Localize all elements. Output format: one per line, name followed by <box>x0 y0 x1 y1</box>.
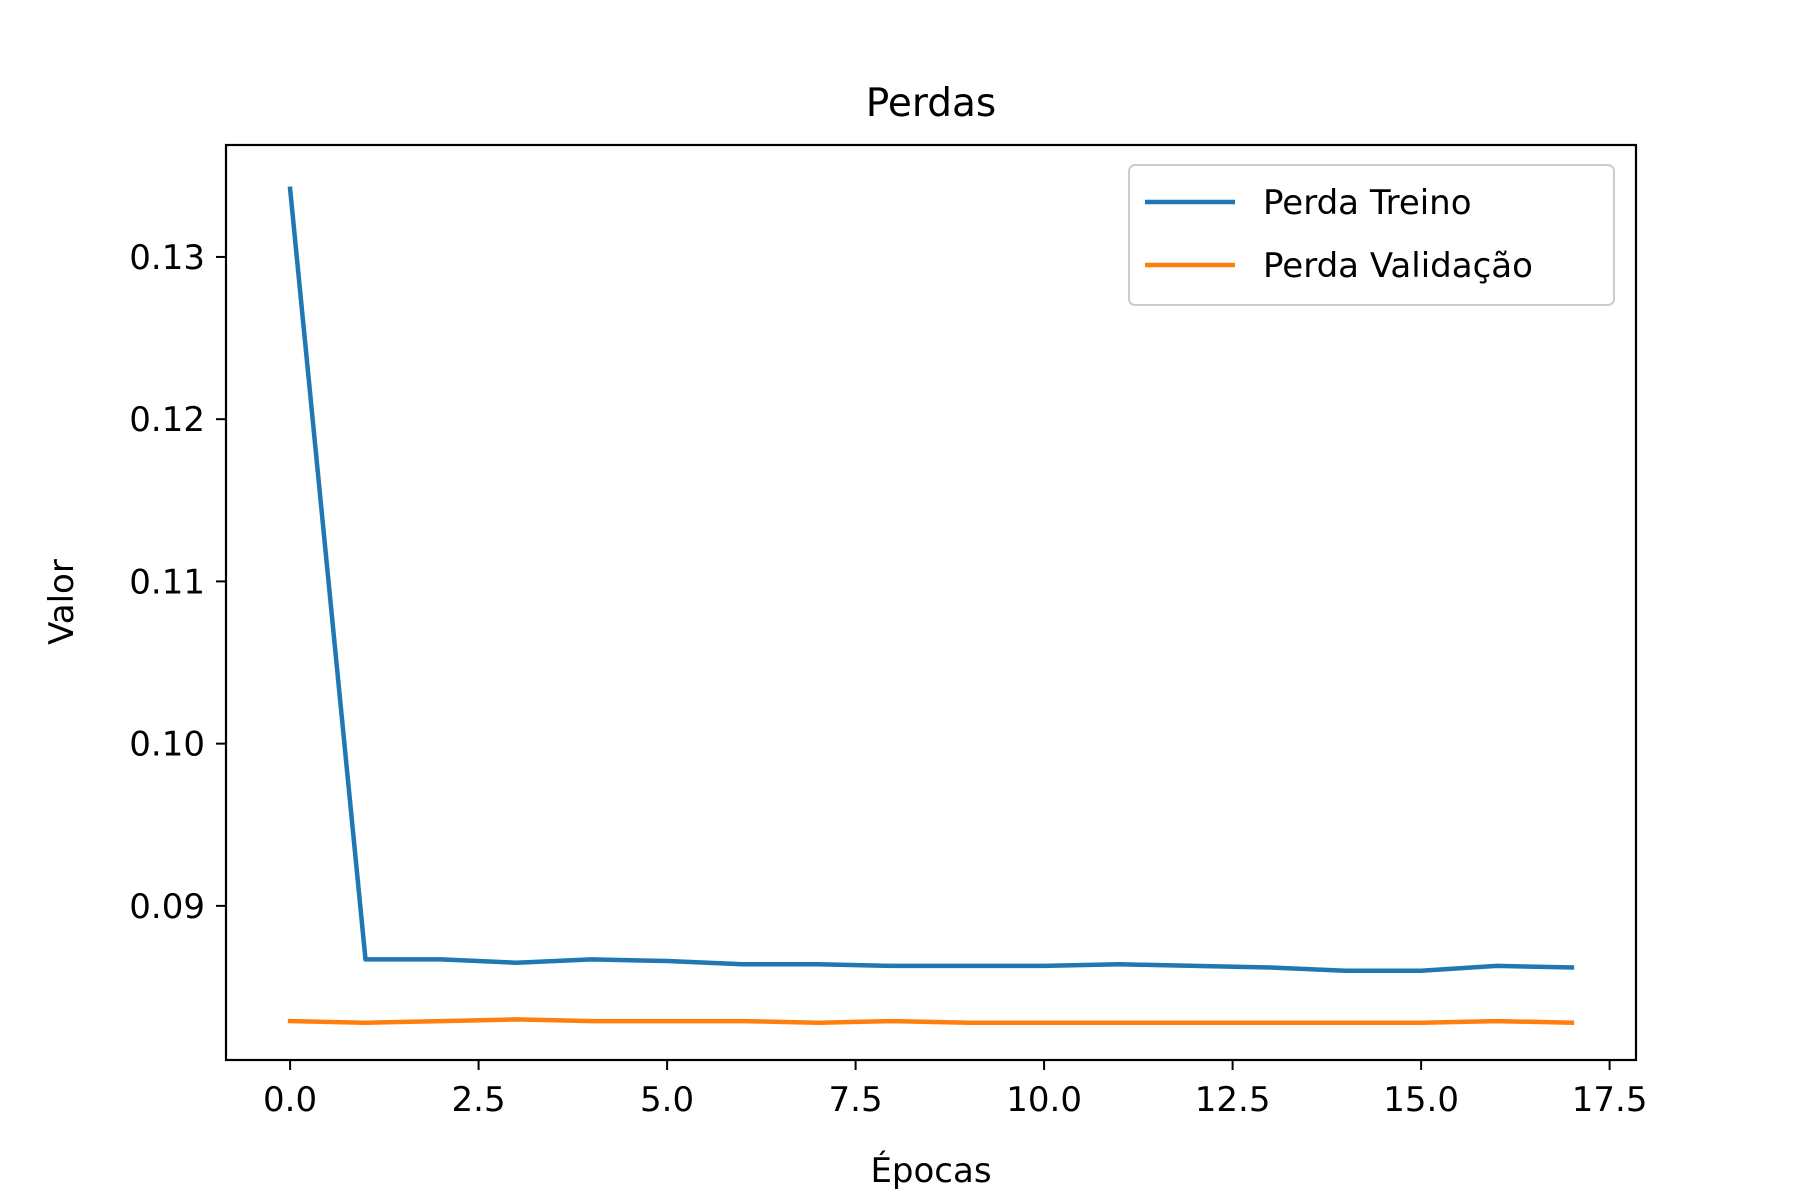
x-tick-label: 0.0 <box>263 1080 317 1120</box>
y-tick-label: 0.12 <box>129 400 205 440</box>
y-tick-label: 0.11 <box>129 562 205 602</box>
legend-label-train: Perda Treino <box>1263 183 1472 223</box>
train-loss-line <box>287 186 1575 974</box>
axes-frame <box>224 143 1638 1062</box>
y-tick-label: 0.13 <box>129 238 205 278</box>
x-tick-label: 7.5 <box>829 1080 883 1120</box>
x-tick-label: 15.0 <box>1383 1080 1459 1120</box>
plot-area: 0.0 2.5 5.0 7.5 10.0 12.5 15.0 17.5 0.09 0.10 0.11… <box>129 186 1648 1120</box>
legend-label-validation: Perda Validação <box>1263 246 1533 286</box>
legend-box <box>1128 164 1615 306</box>
x-tick-label: 2.5 <box>452 1080 506 1120</box>
x-tick-label: 17.5 <box>1572 1080 1648 1120</box>
y-axis-label: Valor <box>42 559 82 645</box>
y-tick-label: 0.10 <box>129 725 205 765</box>
x-tick-label: 10.0 <box>1006 1080 1082 1120</box>
legend: Perda Treino Perda Validação <box>1128 164 1615 306</box>
x-axis-label: Épocas <box>870 1150 991 1191</box>
x-tick-label: 5.0 <box>640 1080 694 1120</box>
validation-loss-line <box>287 1017 1575 1025</box>
chart-title: Perdas <box>866 81 996 126</box>
y-tick-label: 0.09 <box>129 887 205 927</box>
x-tick-label: 12.5 <box>1195 1080 1271 1120</box>
